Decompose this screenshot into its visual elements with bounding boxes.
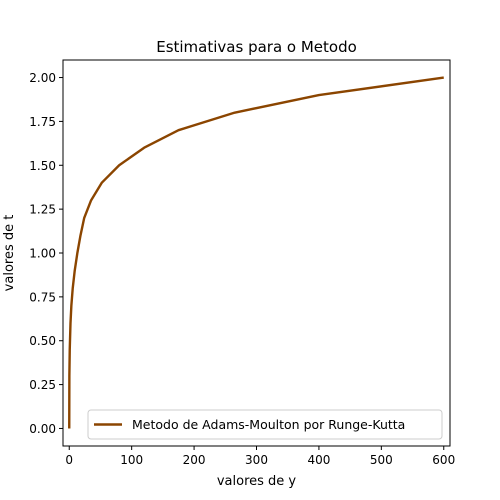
x-tick-label: 600: [432, 453, 455, 467]
x-tick-label: 400: [307, 453, 330, 467]
x-tick-label: 100: [120, 453, 143, 467]
chart-title: Estimativas para o Metodo: [156, 38, 357, 56]
series-line-0: [68, 76, 444, 429]
x-tick-label: 0: [65, 453, 73, 467]
y-tick-label: 0.25: [29, 378, 56, 392]
y-axis-label: valores de t: [2, 215, 17, 292]
y-tick-label: 1.75: [29, 115, 56, 129]
legend-label: Metodo de Adams-Moulton por Runge-Kutta: [132, 417, 405, 432]
x-tick-label: 300: [245, 453, 268, 467]
plot-area: 0 100 200 300 400 500 600 0.00 0.25 0.50 0.75 1.00 1…: [29, 59, 455, 467]
y-tick-label: 2.00: [29, 71, 56, 85]
y-tick-label: 0.00: [29, 422, 56, 436]
legend: Metodo de Adams-Moulton por Runge-Kutta: [87, 409, 443, 440]
x-tick-label: 200: [183, 453, 206, 467]
y-tick-label: 0.75: [29, 290, 56, 304]
y-tick-label: 0.50: [29, 334, 56, 348]
y-tick-label: 1.00: [29, 247, 56, 261]
x-axis-label: valores de y: [217, 474, 297, 489]
x-tick-label: 500: [370, 453, 393, 467]
y-tick-label: 1.50: [29, 159, 56, 173]
legend-box: [87, 409, 443, 440]
y-tick-label: 1.25: [29, 203, 56, 217]
